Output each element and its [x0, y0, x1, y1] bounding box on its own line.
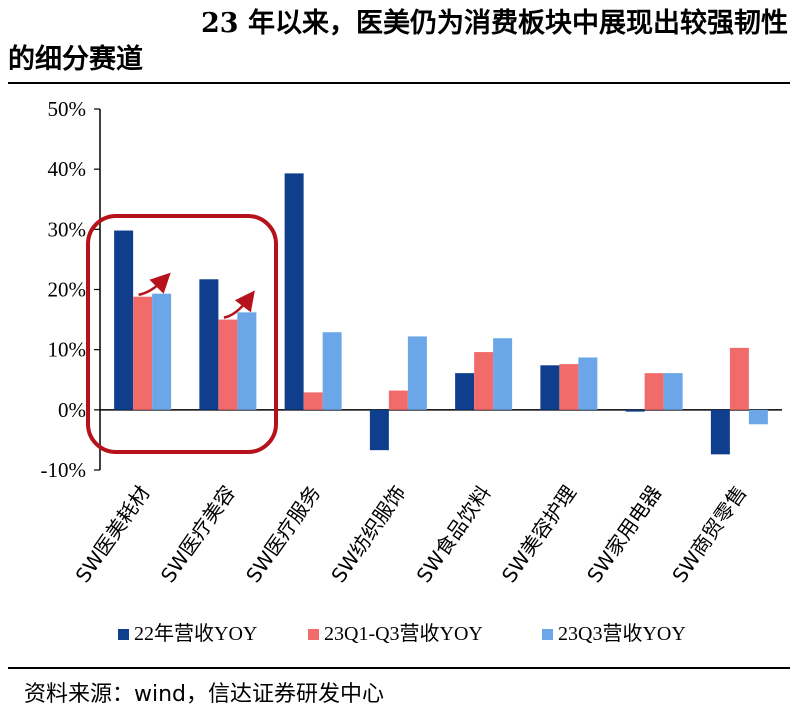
category-label: SW美容护理	[497, 481, 581, 587]
bar	[455, 373, 475, 410]
legend-label: 23Q3营收YOY	[558, 622, 686, 645]
chart-title: 23 年以来，医美仍为消费板块中展现出较强韧性 的细分赛道	[8, 6, 788, 78]
category-label: SW纺织服饰	[326, 481, 410, 587]
trend-arrow	[223, 290, 255, 319]
legend-swatch	[542, 629, 553, 640]
bar	[559, 364, 579, 410]
bar	[133, 296, 153, 410]
bar	[114, 230, 134, 410]
bar	[729, 347, 749, 410]
bar	[625, 409, 645, 412]
category-label: SW食品饮料	[412, 481, 496, 587]
top-rule	[8, 82, 790, 84]
bar	[218, 319, 238, 410]
bar	[493, 338, 513, 410]
chart-title-line-1: 23 年以来，医美仍为消费板块中展现出较强韧性	[201, 8, 788, 39]
category-label: SW医疗美容	[156, 481, 240, 587]
legend-swatch	[118, 629, 129, 640]
y-tick-label: 0%	[58, 398, 86, 422]
legend-label: 22年营收YOY	[134, 622, 257, 645]
category-label: SW医疗服务	[241, 481, 325, 587]
legend-swatch	[308, 629, 319, 640]
bar	[710, 409, 730, 455]
y-tick-label: 30%	[48, 217, 87, 241]
chart-title-line-2: 的细分赛道	[8, 44, 143, 75]
bar	[369, 409, 389, 451]
y-tick-label: 40%	[48, 157, 87, 181]
bar	[322, 332, 342, 410]
highlight-box	[86, 214, 278, 454]
bar	[663, 373, 683, 410]
y-tick-label: -10%	[41, 458, 87, 482]
y-tick-label: 50%	[48, 97, 87, 121]
legend-label: 23Q1-Q3营收YOY	[324, 622, 483, 645]
bar	[644, 373, 664, 410]
y-tick-label: 10%	[48, 338, 87, 362]
category-label: SW家用电器	[582, 481, 666, 587]
bar	[474, 352, 494, 410]
bar	[748, 409, 768, 425]
category-label: SW商贸零售	[667, 481, 751, 587]
bottom-rule	[8, 667, 790, 669]
bar	[199, 279, 219, 410]
trend-arrow	[138, 272, 171, 296]
bar	[407, 336, 427, 410]
y-tick-label: 20%	[48, 278, 87, 302]
source-note: 资料来源：wind，信达证券研发中心	[24, 682, 385, 707]
bar	[152, 293, 172, 410]
bar	[540, 365, 560, 410]
category-label: SW医美耗材	[71, 481, 155, 587]
bar	[388, 390, 408, 410]
bar	[284, 173, 304, 410]
bar	[237, 312, 257, 410]
bar	[303, 392, 323, 410]
bar	[578, 357, 598, 410]
